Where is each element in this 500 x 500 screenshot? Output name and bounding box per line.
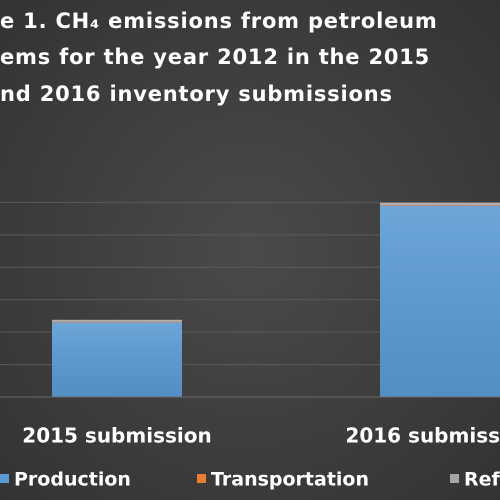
legend-swatch [197,474,206,483]
x-tick-label: 2015 submission [22,424,211,448]
legend-label: Ref [464,469,500,491]
title-line: e 1. CH₄ emissions from petroleum [0,9,438,33]
bar-segment [52,321,182,323]
legend-label: Production [14,469,131,491]
bar-segment [380,205,500,397]
bar-segment [380,205,500,206]
legend-swatch [0,474,9,483]
title-line: nd 2016 inventory submissions [0,82,393,106]
x-tick-label: 2016 submiss [345,424,500,448]
legend-label: Transportation [211,469,369,491]
bar-segment [380,202,500,206]
legend-swatch [450,474,459,483]
title-line: ems for the year 2012 in the 2015 [0,45,430,69]
bar-segment [52,322,182,397]
bar-segment [52,319,182,322]
chart-title: e 1. CH₄ emissions from petroleum ems for… [0,9,438,106]
